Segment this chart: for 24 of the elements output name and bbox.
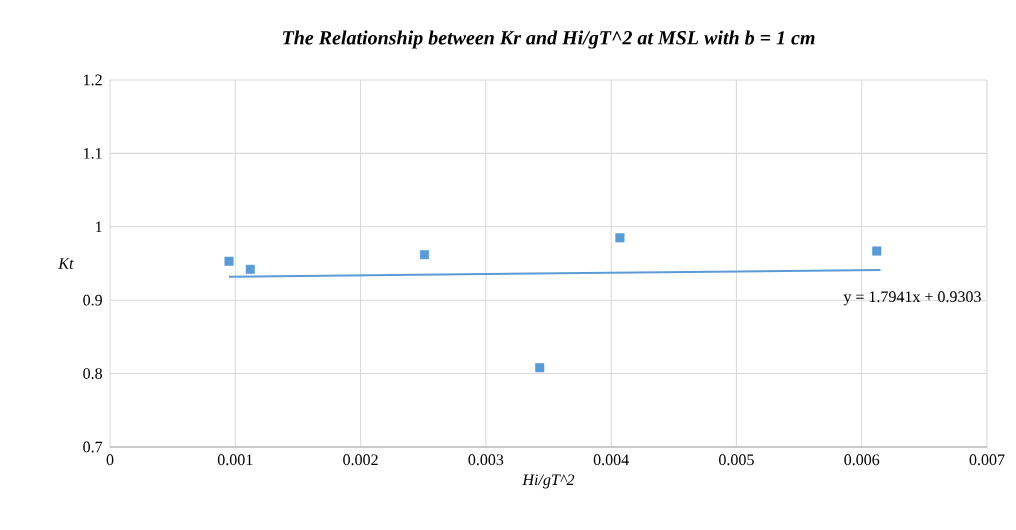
- point: [615, 233, 625, 243]
- y-tick-label: 0.9: [83, 294, 102, 306]
- x-axis-title: Hi/gT^2: [522, 474, 575, 489]
- chart-title: The Relationship between Kr and Hi/gT^2 at MSL with b = 1 cm: [282, 30, 815, 49]
- point: [224, 256, 234, 266]
- x-tick-label: 0.003: [468, 454, 504, 466]
- y-tick-label: 1.1: [84, 148, 102, 159]
- x-tick-label: 0.004: [593, 454, 629, 466]
- point: [535, 363, 545, 373]
- x-tick-label: 0.001: [217, 454, 253, 466]
- point: [419, 250, 430, 260]
- x-tick-label: 0.005: [719, 454, 754, 466]
- x-tick-label: 0.007: [969, 454, 1005, 466]
- x-tick-label: 0: [106, 454, 114, 466]
- y-tick-label: 1: [96, 221, 102, 233]
- y-tick-label: 0.8: [83, 368, 103, 380]
- y-tick-label: 1.2: [84, 74, 102, 86]
- x-tick-label: 0.002: [343, 454, 378, 466]
- y-tick-label: 0.7: [83, 441, 103, 453]
- y-axis-title: Kt: [58, 258, 74, 269]
- annotation: y = 1.7941x + 0.9303: [843, 291, 981, 306]
- x-tick-label: 0.006: [844, 454, 880, 466]
- point: [872, 246, 882, 256]
- point: [245, 264, 255, 274]
